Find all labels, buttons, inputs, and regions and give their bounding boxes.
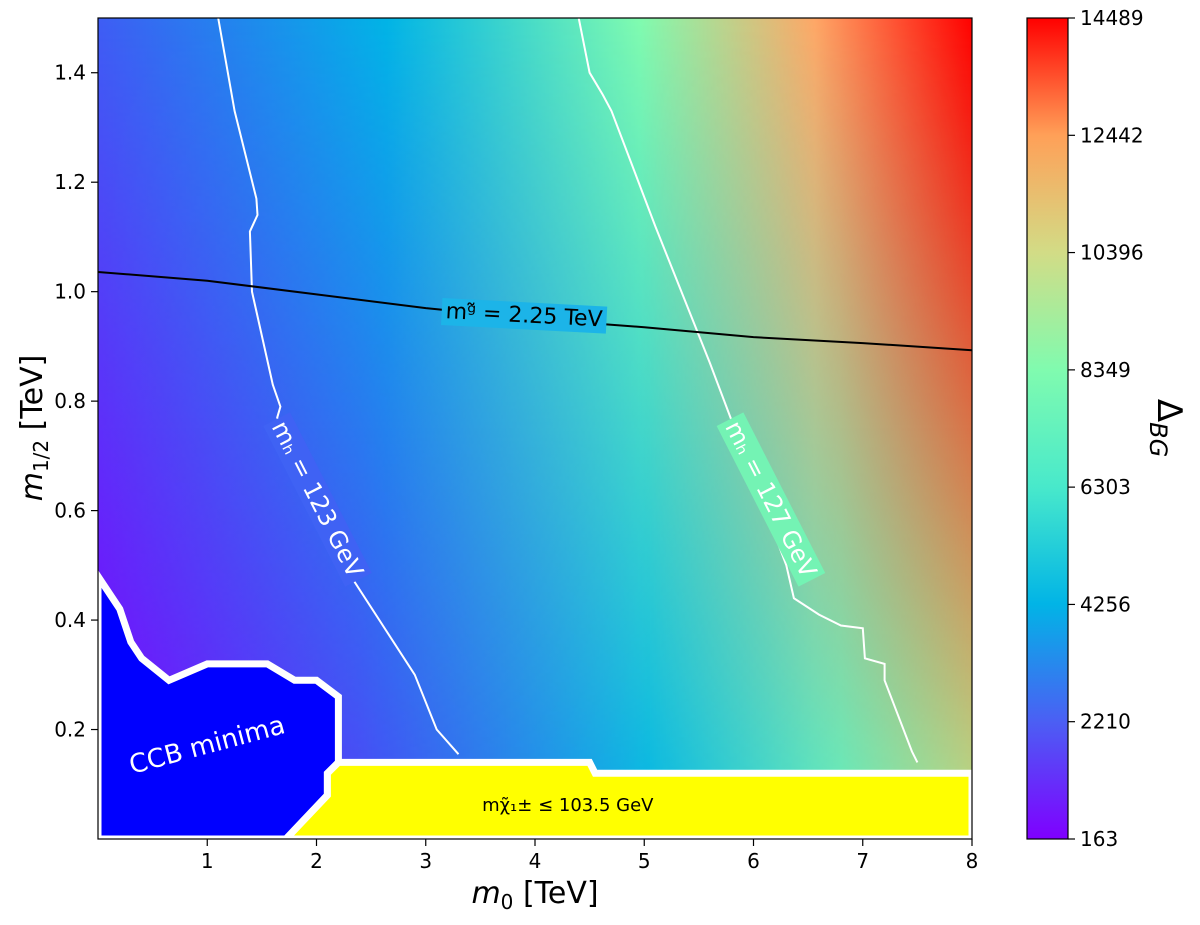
x-tick-label: 5: [638, 849, 651, 873]
colorbar-tick-label: 8349: [1080, 358, 1131, 382]
colorbar-title: ΔBG: [1144, 399, 1189, 457]
y-axis: 0.2 0.4 0.6 0.8 1.0 1.2 1.4: [54, 61, 98, 742]
region-chargino-limit: [281, 758, 972, 839]
region-label-chargino-group: mχ̃₁± ≤ 103.5 GeV: [482, 795, 654, 816]
x-tick-label: 7: [856, 849, 869, 873]
colorbar-tick-label: 6303: [1080, 475, 1131, 499]
x-tick-label: 2: [310, 849, 323, 873]
y-tick-label: 0.8: [54, 389, 86, 413]
colorbar-tick-label: 163: [1080, 827, 1118, 851]
x-tick-label: 4: [529, 849, 542, 873]
x-axis-title: m0 [TeV]: [471, 876, 598, 914]
colorbar-tick-label: 14489: [1080, 6, 1144, 30]
x-axis: 1 2 3 4 5 6 7 8: [201, 839, 978, 873]
colorbar-tick-label: 4256: [1080, 592, 1131, 616]
colorbar-tick-label: 12442: [1080, 123, 1144, 147]
contour-label-mgluino-bg: [441, 298, 608, 334]
y-axis-title: m1/2 [TeV]: [15, 355, 53, 502]
colorbar-tick-label: 10396: [1080, 241, 1144, 265]
x-tick-label: 6: [747, 849, 760, 873]
y-tick-label: 0.4: [54, 608, 86, 632]
y-tick-label: 0.2: [54, 718, 86, 742]
colorbar: 163 2210 4256 6303 8349 10396 12442 14489 ΔBG: [1026, 6, 1189, 851]
contour-line-2: [577, 18, 919, 763]
region-label-chargino: mχ̃₁± ≤ 103.5 GeV: [482, 795, 654, 816]
excluded-regions: [98, 569, 972, 839]
x-tick-label: 1: [201, 849, 214, 873]
colorbar-gradient: [1026, 17, 1069, 840]
colorbar-ticks: 163 2210 4256 6303 8349 10396 12442 14489: [1068, 6, 1144, 851]
y-tick-label: 0.6: [54, 499, 86, 523]
contour-label-mh-123-bg: [263, 412, 372, 587]
colorbar-tick-label: 2210: [1080, 710, 1131, 734]
y-tick-label: 1.2: [54, 170, 86, 194]
y-tick-label: 1.4: [54, 61, 86, 85]
contour-label-mh-127-bg: [716, 412, 826, 587]
contour-line-1: [217, 18, 460, 755]
y-tick-label: 1.0: [54, 280, 86, 304]
x-tick-label: 3: [419, 849, 432, 873]
x-tick-label: 8: [966, 849, 979, 873]
